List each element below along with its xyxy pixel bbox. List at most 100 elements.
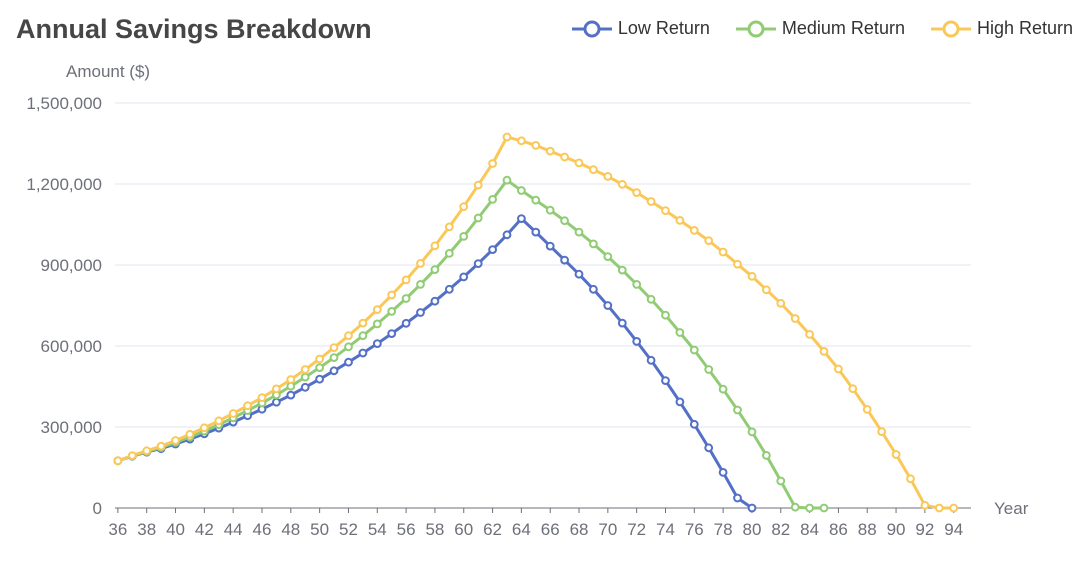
- data-point: [430, 265, 440, 275]
- data-point: [574, 158, 584, 168]
- y-tick-label: 1,200,000: [26, 175, 102, 194]
- data-point: [358, 331, 368, 341]
- data-point: [416, 308, 425, 317]
- x-tick-label: 38: [137, 520, 156, 539]
- data-point: [531, 141, 541, 150]
- data-point: [488, 195, 498, 204]
- data-point: [574, 269, 584, 279]
- legend-label: Medium Return: [781, 18, 905, 38]
- data-point: [185, 429, 195, 439]
- data-point: [286, 375, 296, 384]
- x-tick-label: 64: [512, 520, 531, 539]
- y-tick-label: 600,000: [41, 337, 102, 356]
- data-point: [372, 339, 382, 349]
- data-point: [545, 146, 555, 156]
- data-point: [488, 245, 498, 255]
- data-point: [733, 405, 742, 415]
- data-point: [574, 227, 584, 237]
- data-point: [315, 354, 325, 364]
- data-point: [603, 172, 613, 181]
- data-point: [733, 493, 742, 503]
- data-point: [502, 175, 512, 185]
- series-line: [117, 217, 753, 510]
- data-point: [617, 318, 627, 328]
- data-point: [718, 384, 728, 394]
- x-axis: 36 38 40 42 44 46 48 50 52 54 56 58 60 62 64 66 68 70 72 74…: [108, 507, 971, 539]
- x-tick-label: 72: [627, 520, 646, 539]
- x-tick-label: 70: [598, 520, 617, 539]
- data-point: [517, 136, 526, 146]
- data-point: [387, 307, 397, 316]
- data-point: [459, 232, 469, 241]
- data-point: [344, 357, 353, 367]
- x-tick-label: 40: [166, 520, 185, 539]
- x-tick-label: 78: [714, 520, 733, 539]
- data-point: [171, 436, 180, 445]
- x-tick-label: 52: [339, 520, 358, 539]
- data-point: [661, 206, 670, 216]
- data-point: [603, 301, 613, 310]
- data-point: [300, 372, 310, 382]
- y-axis-label: Amount ($): [66, 62, 150, 81]
- data-point: [834, 364, 843, 374]
- data-point: [257, 393, 267, 403]
- data-point: [473, 180, 483, 190]
- data-point: [906, 474, 915, 484]
- data-point: [214, 416, 224, 426]
- x-tick-label: 56: [397, 520, 416, 539]
- data-point: [315, 374, 325, 384]
- series-medium-return: [113, 175, 829, 513]
- data-point: [675, 397, 685, 407]
- legend-circle: [583, 20, 601, 37]
- x-tick-label: 46: [253, 520, 272, 539]
- y-tick-label: 1,500,000: [26, 94, 102, 113]
- data-point: [545, 205, 555, 215]
- data-point: [502, 132, 512, 142]
- legend-item-high-return[interactable]: High Return: [930, 18, 1073, 39]
- data-point: [661, 376, 670, 386]
- data-point: [387, 290, 397, 300]
- legend-item-medium-return[interactable]: Medium Return: [735, 18, 905, 39]
- data-point: [805, 503, 814, 513]
- data-point: [675, 216, 685, 225]
- data-point: [762, 451, 771, 460]
- data-point: [589, 284, 598, 294]
- data-point: [401, 294, 411, 303]
- series-line: [117, 135, 954, 510]
- data-point: [646, 197, 656, 206]
- data-point: [848, 384, 858, 394]
- y-axis: 0 300,000 600,000 900,000 1,200,000 1,500,000: [26, 94, 102, 518]
- data-point: [272, 397, 281, 407]
- data-point: [632, 280, 642, 289]
- data-point: [646, 355, 656, 365]
- data-point: [344, 331, 353, 341]
- data-point: [560, 152, 569, 162]
- data-point: [358, 348, 368, 358]
- data-point: [689, 419, 699, 429]
- legend-item-low-return[interactable]: Low Return: [571, 18, 710, 39]
- data-point: [560, 255, 569, 265]
- legend-label: Low Return: [617, 18, 710, 38]
- data-point: [156, 441, 166, 451]
- legend-line-marker-icon: [930, 20, 971, 37]
- data-point: [272, 384, 281, 394]
- data-point: [372, 319, 382, 329]
- x-tick-label: 84: [800, 520, 819, 539]
- data-point: [473, 259, 483, 269]
- data-point: [589, 165, 598, 175]
- data-point: [704, 443, 714, 453]
- data-point: [689, 345, 699, 355]
- data-point: [300, 365, 310, 374]
- data-point: [819, 503, 829, 513]
- x-tick-label: 76: [685, 520, 704, 539]
- data-point: [531, 195, 541, 205]
- data-point: [344, 342, 353, 352]
- data-point: [243, 401, 253, 411]
- data-point: [762, 285, 771, 295]
- x-tick-label: 60: [454, 520, 473, 539]
- data-point: [862, 405, 872, 414]
- x-tick-label: 92: [915, 520, 934, 539]
- x-tick-label: 88: [858, 520, 877, 539]
- data-point: [747, 503, 757, 513]
